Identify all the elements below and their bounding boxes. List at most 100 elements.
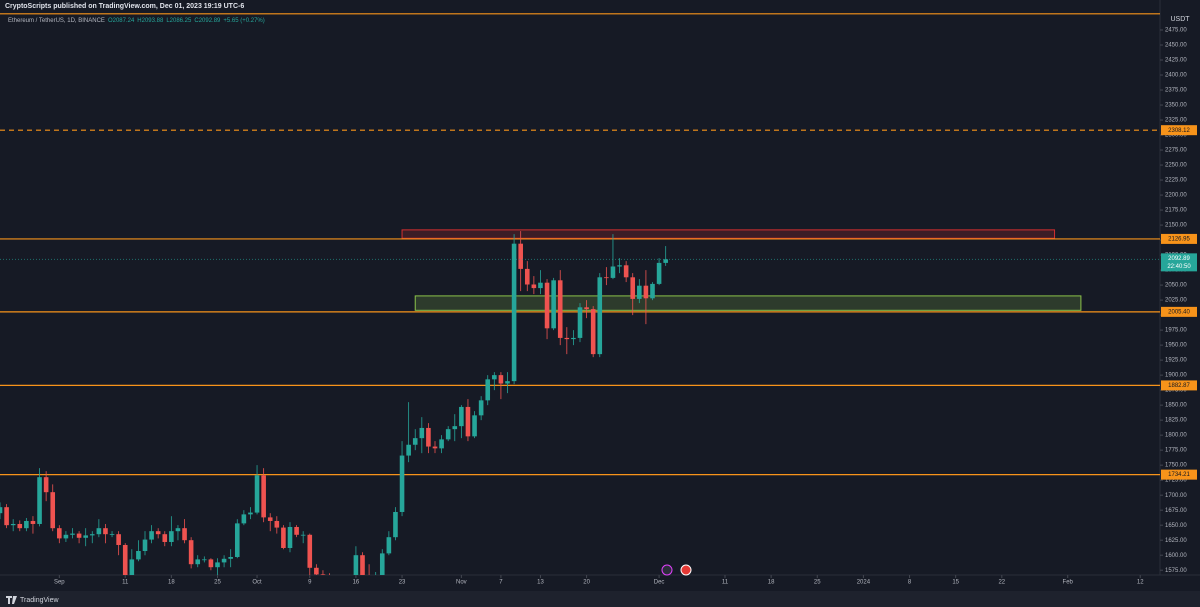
y-tick-label: 1900.00 <box>1165 373 1187 379</box>
candle-body <box>228 556 233 559</box>
candle-body <box>57 528 62 539</box>
x-tick-label: 23 <box>399 580 406 586</box>
axis: 1575.00 1600.00 1625.00 1650.00 1675.00 1700.… <box>54 28 1197 586</box>
y-tick-label: 1850.00 <box>1165 403 1187 409</box>
candle-body <box>406 444 411 456</box>
candle-body <box>182 528 187 541</box>
candle-body <box>360 555 365 575</box>
x-tick-label: 11 <box>122 580 129 586</box>
candle-body <box>656 262 662 284</box>
candle-body <box>162 534 168 542</box>
candle-body <box>432 446 438 449</box>
candle-body <box>564 337 570 340</box>
candle-body <box>650 283 655 299</box>
zone <box>414 295 1082 311</box>
candle-body <box>281 527 286 548</box>
candle-body <box>590 309 596 355</box>
candle-body <box>492 375 497 380</box>
candle-body <box>577 307 583 338</box>
candle-body <box>485 379 491 401</box>
level-tag <box>1161 469 1197 480</box>
candle-body <box>393 511 398 538</box>
x-tick-label: 9 <box>308 580 312 586</box>
candle-body <box>116 534 121 545</box>
candle-body <box>24 520 29 529</box>
candle-body <box>76 533 82 538</box>
candle-body <box>261 475 266 518</box>
candle-body <box>505 381 510 384</box>
y-tick-label: 2450.00 <box>1165 43 1187 49</box>
y-axis-label: USDT <box>1170 16 1190 23</box>
y-tick-label: 2300.00 <box>1165 133 1187 139</box>
y-tick-label: 1675.00 <box>1165 508 1187 514</box>
y-tick-label: 2475.00 <box>1165 28 1187 34</box>
y-tick-label: 1775.00 <box>1165 448 1187 454</box>
candle-body <box>241 514 247 524</box>
x-tick-label: 22 <box>998 580 1005 586</box>
candle-body <box>50 492 56 529</box>
symbol: Ethereum / TetherUS, 1D, BINANCE <box>8 18 105 24</box>
candle-body <box>188 540 194 565</box>
candle-body <box>445 429 451 440</box>
candle-body <box>557 280 563 338</box>
candle-body <box>294 526 299 535</box>
candle-body <box>89 534 95 536</box>
y-tick-label: 2050.00 <box>1165 283 1187 289</box>
legend-value: C2092.89 <box>194 18 221 24</box>
y-tick-label: 2025.00 <box>1165 298 1187 304</box>
candle-body <box>663 259 668 263</box>
legend-value: O2087.24 <box>108 18 135 24</box>
x-tick-label: Nov <box>456 580 467 586</box>
y-tick-label: 1950.00 <box>1165 343 1187 349</box>
candle-body <box>221 558 227 563</box>
level-tag <box>1161 233 1197 244</box>
candle-body <box>0 507 3 514</box>
candle-body <box>538 282 543 289</box>
x-tick-label: Feb <box>1063 580 1074 586</box>
event-icon[interactable] <box>661 564 673 576</box>
x-tick-label: 12 <box>1137 580 1144 586</box>
candle-body <box>412 438 418 445</box>
x-tick-label: Oct <box>252 580 262 586</box>
event-icon[interactable] <box>680 564 692 576</box>
y-tick-label: 1925.00 <box>1165 358 1187 364</box>
candle-body <box>122 544 128 575</box>
candle-body <box>70 533 75 535</box>
candle-body <box>254 475 260 513</box>
y-tick-label: 1800.00 <box>1165 433 1187 439</box>
y-tick-label: 1975.00 <box>1165 328 1187 334</box>
candle-body <box>314 567 319 575</box>
x-tick-label: 8 <box>908 580 912 586</box>
y-tick-label: 1650.00 <box>1165 523 1187 529</box>
candle-body <box>544 282 550 329</box>
y-tick-label: 2175.00 <box>1165 208 1187 214</box>
level-label: 2005.40 <box>1168 309 1190 315</box>
y-tick-label: 2400.00 <box>1165 73 1187 79</box>
candle-body <box>208 559 214 568</box>
x-tick-label: 11 <box>722 580 729 586</box>
countdown: 22:40:50 <box>1167 264 1191 270</box>
level-label: 2308.12 <box>1168 128 1190 134</box>
candle-body <box>30 520 36 524</box>
candle-body <box>551 280 556 329</box>
candle-body <box>320 574 326 575</box>
x-tick-label: Sep <box>54 580 65 586</box>
candle-body <box>604 277 609 279</box>
candle-body <box>643 285 649 299</box>
candle-body <box>386 537 392 554</box>
y-tick-label: 2225.00 <box>1165 178 1187 184</box>
x-tick-label: 7 <box>499 580 503 586</box>
candle-body <box>353 555 359 575</box>
y-tick-label: 2275.00 <box>1165 148 1187 154</box>
candle-body <box>439 439 444 449</box>
candle-body <box>215 562 220 568</box>
candle-body <box>511 243 517 382</box>
candle-body <box>419 427 425 439</box>
y-tick-label: 1625.00 <box>1165 538 1187 544</box>
candle-body <box>109 534 115 535</box>
candle-body <box>149 531 154 540</box>
zone <box>401 229 1056 239</box>
y-tick-label: 2325.00 <box>1165 118 1187 124</box>
candle-body <box>610 266 616 278</box>
